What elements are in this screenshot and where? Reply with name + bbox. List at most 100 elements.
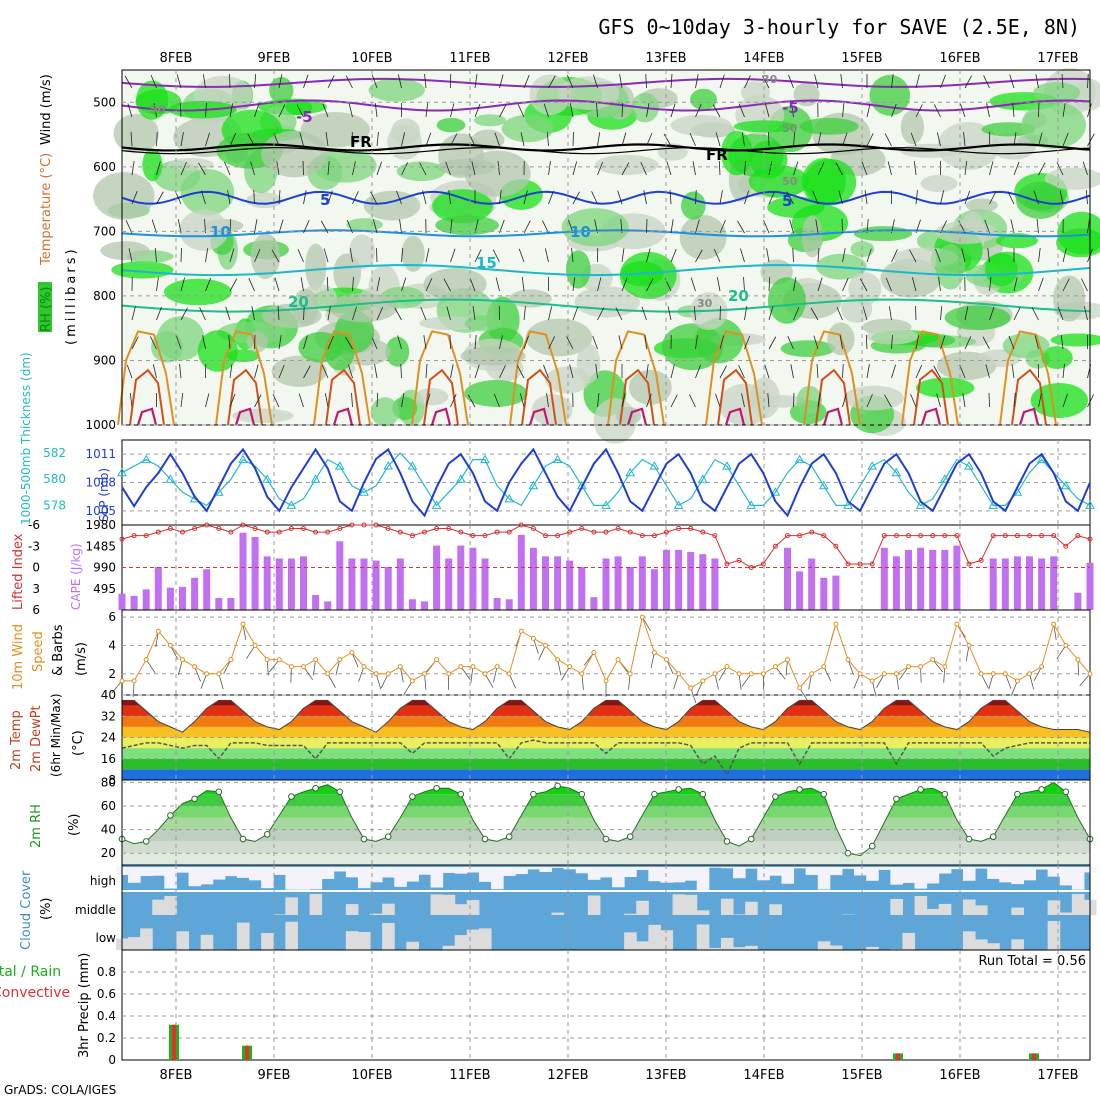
upper-wind-barb [938,277,941,292]
upper-wind-barb [1033,190,1039,205]
rh-shade-blob [464,380,528,407]
temp2m-y-tick-label: 24 [101,731,116,745]
upper-wind-barb [964,190,971,205]
date-label-bottom: 9FEB [258,1068,291,1083]
upper-wind-barb [670,74,673,89]
upper-wind-barb [1083,306,1088,321]
li-marker [313,529,319,535]
wind10-barb [898,666,909,681]
thickness-marker [455,474,466,483]
upper-wind-barb [810,307,819,321]
upper-wind-barb [1062,248,1067,263]
upper-wind-barb [793,161,799,176]
upper-wind-barb [180,393,184,408]
cloud-low-gap [345,931,359,950]
wind10-marker [724,664,730,670]
rh-shade-blob [576,343,601,384]
upper-wind-barb [862,306,868,321]
cape-bar [1050,556,1058,610]
upper-wind-barb [572,161,578,176]
upper-wind-barb [768,276,771,292]
temp-band [122,726,1090,738]
upper-wind-barb [374,103,378,118]
thickness-marker [915,500,926,509]
upper-wind-barb [619,74,623,89]
wind10-marker [785,657,790,663]
upper-wind-barb [597,161,604,176]
upper-wind-barb [517,104,525,118]
cloud-high-gap [224,867,238,877]
li-marker [942,533,948,539]
rh-shade-blob [438,133,484,178]
date-label-bottom: 16FEB [939,1068,980,1083]
precip-convective-bar [896,1053,900,1060]
upper-wind-barb [1038,393,1042,408]
cloud-low-gap [176,931,190,950]
rh-shade-blob [348,234,376,270]
rh-shade-blob [565,250,591,289]
li-y-tick-label: 0 [32,561,40,575]
upper-wind-barb [401,248,404,263]
li-marker [676,526,682,532]
rh2m-marker [602,835,610,843]
li-marker [555,533,561,539]
temp-contour-25-arch [509,330,567,426]
thickness-y-tick-label: 580 [43,472,66,486]
temp-contour-35-arch [920,407,942,426]
wind10-marker [325,671,331,677]
wind10-marker [131,678,137,684]
cloud-middle-gap [914,896,928,915]
cloud-level-tick-label: low [96,931,117,945]
upper-wind-barb [670,364,675,379]
wind10-marker [1002,671,1008,677]
li-marker [591,529,597,535]
upper-wind-barb [935,248,941,263]
upper-wind-barb [176,335,182,350]
rh-shade-blob [396,161,446,182]
rh-legend-swatch [38,282,52,332]
cloud-high-gap [333,867,347,872]
rh2m-marker [1014,790,1021,798]
li-marker [833,543,839,549]
thickness-marker [1060,480,1071,490]
wind-label: Wind (m/s) [39,74,54,145]
wind10-marker [603,678,609,684]
wind10-marker [373,671,379,677]
cloud-high-gap [430,867,444,888]
li-marker [651,533,657,539]
upper-wind-barb [964,75,972,89]
wind10-barb [943,666,946,683]
upper-wind-barb [450,394,457,408]
cloud-high-gap [1047,867,1061,877]
rh-shade-blob [111,261,174,279]
upper-wind-barb [1062,364,1065,379]
cloud-middle-gap [1071,893,1085,915]
wind10-marker [869,678,875,684]
upper-wind-barb [474,364,480,379]
rh-shade-blob [670,114,732,136]
cloud-high-gap [781,867,795,884]
upper-wind-barb [543,364,549,379]
upper-wind-barb [737,220,745,234]
rh-shade-blob [628,369,672,405]
upper-wind-barb [719,74,725,89]
wind10-y-tick-label: 2 [108,667,116,681]
upper-wind-barb [959,364,966,379]
cloud-high-gap [575,867,589,874]
upper-wind-barb [695,249,703,263]
rh2m-marker [530,790,537,798]
dewpt-line [121,739,1090,777]
rh2m-floor [122,853,1090,865]
thickness-marker [964,461,974,470]
upper-wind-barb [130,132,133,147]
thickness-marker [722,461,732,470]
li-y-tick-label: 6 [32,603,40,617]
cloud-high-gap [769,867,782,876]
cape-bar [469,547,477,610]
li-marker [978,557,984,563]
upper-wind-barb [376,161,382,176]
li-marker [228,529,234,535]
wind10-barb [223,659,232,675]
